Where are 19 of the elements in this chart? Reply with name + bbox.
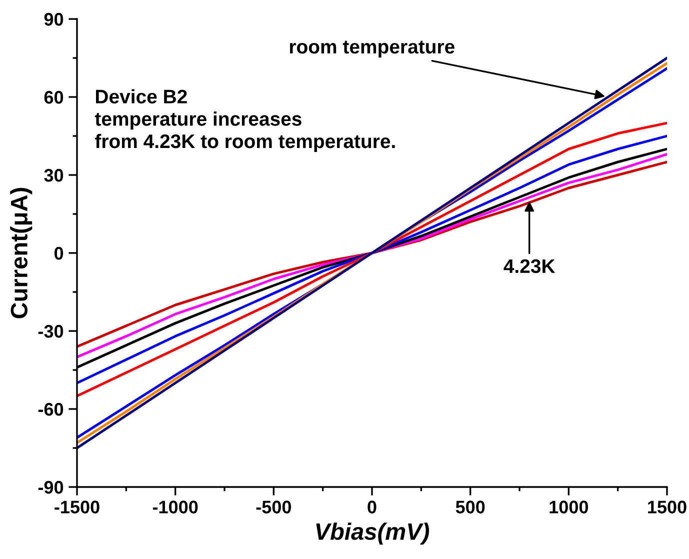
x-tick-label: 1000 <box>550 500 588 514</box>
y-tick-label: 90 <box>44 12 64 26</box>
annotation: Device B2 temperature increases from 4.23K to room temperature. <box>94 89 395 152</box>
x-tick-label: -1000 <box>152 500 198 514</box>
y-tick-label: -30 <box>38 324 64 338</box>
y-tick-label: 60 <box>44 90 64 104</box>
y-axis-title: Current(μA) <box>10 188 32 318</box>
x-tick-label: 0 <box>368 500 376 514</box>
x-axis-title: Vbias(mV) <box>316 522 430 545</box>
y-tick-label: -90 <box>38 480 64 494</box>
x-tick-label: 500 <box>456 500 485 514</box>
annotation: 4.23K <box>504 259 556 274</box>
x-tick-label: -1500 <box>54 500 100 514</box>
x-tick-label: -500 <box>256 500 291 514</box>
y-tick-label: 0 <box>54 246 64 260</box>
annotation: room temperature <box>290 40 454 58</box>
y-tick-label: -60 <box>38 402 64 416</box>
y-tick-label: 30 <box>44 168 64 182</box>
x-tick-label: 1500 <box>648 500 686 514</box>
